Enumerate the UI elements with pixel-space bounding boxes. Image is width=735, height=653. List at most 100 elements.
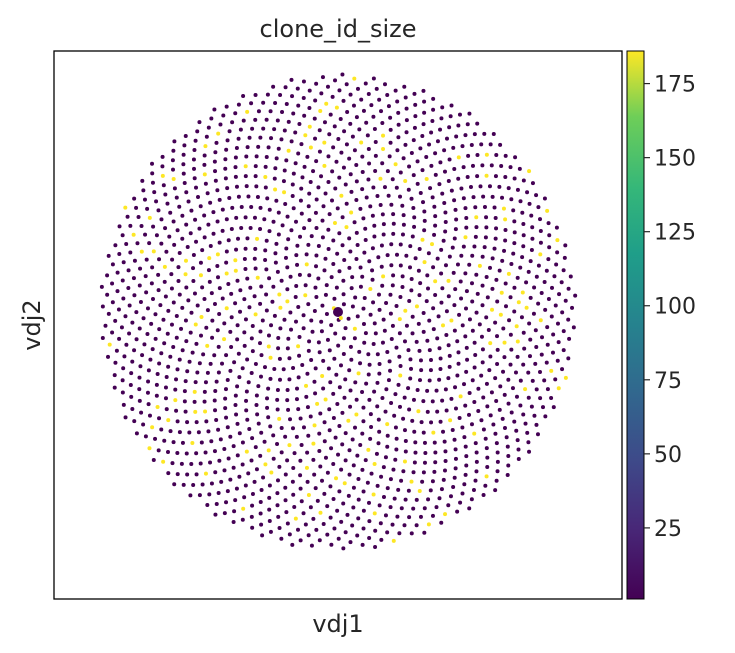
scatter-point	[292, 504, 297, 509]
scatter-point	[487, 368, 492, 373]
scatter-point	[250, 491, 255, 496]
scatter-point	[150, 180, 155, 185]
scatter-point	[428, 357, 433, 362]
scatter-point	[340, 243, 345, 248]
scatter-point	[381, 232, 386, 237]
scatter-point	[203, 409, 208, 414]
scatter-point	[515, 354, 520, 359]
scatter-point	[332, 526, 337, 531]
scatter-point	[194, 451, 199, 456]
scatter-point	[316, 244, 321, 249]
scatter-point	[307, 218, 312, 223]
scatter-point	[393, 392, 398, 397]
scatter-point	[418, 358, 423, 363]
scatter-point	[403, 95, 408, 100]
scatter-point	[164, 249, 169, 254]
scatter-point	[158, 303, 163, 308]
scatter-point	[261, 475, 266, 480]
scatter-point	[412, 215, 417, 220]
scatter-point	[185, 369, 190, 374]
scatter-point	[248, 225, 253, 230]
scatter-point	[260, 318, 265, 323]
scatter-point	[355, 86, 360, 91]
scatter-point	[266, 415, 271, 420]
scatter-point	[383, 409, 388, 414]
scatter-point	[202, 399, 207, 404]
scatter-point	[222, 511, 227, 516]
scatter-point	[197, 493, 202, 498]
scatter-point	[453, 456, 458, 461]
scatter-point	[291, 466, 296, 471]
scatter-point	[471, 195, 476, 200]
scatter-point	[156, 288, 161, 293]
scatter-point	[115, 270, 120, 275]
scatter-point	[116, 307, 121, 312]
scatter-point	[522, 346, 527, 351]
scatter-point	[532, 413, 537, 418]
scatter-point	[422, 99, 427, 104]
scatter-point	[456, 361, 461, 366]
scatter-point	[414, 304, 419, 309]
scatter-point	[267, 519, 272, 524]
scatter-point	[396, 110, 401, 115]
scatter-point	[361, 405, 366, 410]
scatter-point	[372, 321, 377, 326]
scatter-point	[348, 249, 353, 254]
scatter-point	[134, 337, 139, 342]
scatter-point	[453, 385, 458, 390]
scatter-point	[194, 472, 199, 477]
scatter-point	[283, 202, 288, 207]
scatter-point	[473, 353, 478, 357]
scatter-point	[547, 233, 552, 238]
scatter-point	[409, 288, 414, 293]
scatter-point	[198, 461, 203, 466]
scatter-point	[285, 387, 290, 392]
scatter-point	[426, 251, 431, 256]
scatter-point	[442, 148, 447, 153]
scatter-point	[335, 206, 340, 211]
scatter-point	[166, 418, 171, 423]
scatter-point	[439, 271, 444, 276]
scatter-point	[361, 306, 366, 311]
scatter-point	[530, 225, 535, 230]
scatter-point	[324, 101, 329, 106]
scatter-point	[501, 369, 506, 374]
scatter-point	[313, 285, 318, 290]
scatter-point	[383, 513, 388, 518]
scatter-point	[492, 205, 497, 210]
scatter-point	[326, 179, 331, 184]
scatter-point	[366, 447, 371, 452]
scatter-point	[127, 331, 132, 336]
scatter-point	[447, 353, 452, 358]
scatter-point	[538, 240, 543, 245]
scatter-point	[427, 318, 432, 323]
scatter-point	[99, 284, 104, 289]
scatter-point	[554, 262, 559, 267]
scatter-point	[425, 273, 430, 278]
scatter-point	[420, 237, 425, 242]
scatter-point	[281, 179, 286, 184]
scatter-point	[512, 230, 517, 235]
scatter-point	[358, 265, 363, 270]
scatter-point	[259, 374, 263, 379]
scatter-point	[258, 226, 263, 231]
scatter-point	[226, 281, 231, 286]
scatter-point	[526, 269, 531, 274]
scatter-point	[417, 488, 422, 493]
scatter-point	[272, 313, 277, 318]
scatter-point	[447, 254, 452, 259]
scatter-point	[283, 485, 288, 490]
scatter-point	[284, 510, 289, 515]
scatter-point	[420, 134, 425, 139]
scatter-point	[249, 101, 254, 106]
scatter-point	[371, 492, 376, 497]
scatter-point	[484, 152, 489, 157]
scatter-point	[293, 295, 298, 300]
scatter-point	[253, 445, 258, 450]
scatter-point	[430, 513, 435, 518]
scatter-point	[371, 342, 376, 347]
scatter-point	[446, 278, 451, 283]
scatter-point	[290, 193, 295, 198]
scatter-point	[463, 235, 468, 240]
scatter-point	[236, 194, 241, 199]
